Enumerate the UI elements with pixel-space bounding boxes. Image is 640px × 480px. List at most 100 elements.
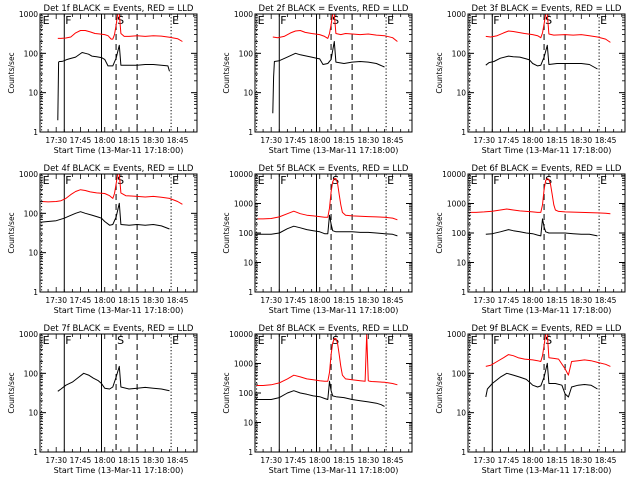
y-tick-label: 1 [248, 288, 253, 297]
x-tick-label: 18:15 [546, 136, 568, 145]
x-tick-label: 18:30 [570, 456, 592, 465]
x-tick-label: 17:30 [45, 296, 67, 305]
marker-label: S [332, 174, 339, 187]
y-tick-label: 10 [243, 89, 253, 98]
x-tick-label: 18:00 [522, 136, 544, 145]
y-tick-label: 1 [33, 448, 38, 457]
y-tick-label: 100 [239, 49, 254, 58]
x-axis-label: Start Time (13-Mar-11 17:18:00) [482, 466, 612, 475]
y-tick-label: 1000 [234, 10, 253, 19]
x-tick-label: 18:45 [167, 136, 189, 145]
chart-title: Det 7f BLACK = Events, RED = LLD [44, 324, 194, 334]
x-tick-label: 17:45 [70, 456, 92, 465]
x-axis-label: Start Time (13-Mar-11 17:18:00) [269, 146, 399, 155]
y-tick-label: 10 [243, 259, 253, 268]
x-tick-label: 18:45 [382, 296, 404, 305]
series-line-lld [469, 178, 611, 215]
x-tick-label: 18:45 [167, 456, 189, 465]
marker-label: E [43, 14, 50, 27]
x-tick-label: 17:30 [260, 296, 282, 305]
y-tick-label: 1 [461, 448, 466, 457]
series-line-lld [256, 178, 398, 221]
plot-frame [39, 13, 198, 133]
plot-frame [467, 173, 626, 293]
y-tick-label: 1 [461, 288, 466, 297]
y-tick-label: 1 [461, 128, 466, 137]
y-tick-label: 1 [248, 128, 253, 137]
x-axis-label: Start Time (13-Mar-11 17:18:00) [54, 466, 184, 475]
series-line-lld [57, 14, 183, 42]
x-tick-label: 17:45 [285, 136, 307, 145]
marker-label: E [172, 334, 179, 347]
marker-label: E [43, 174, 50, 187]
x-tick-label: 18:00 [309, 136, 331, 145]
x-tick-label: 18:15 [546, 456, 568, 465]
x-tick-label: 18:30 [570, 136, 592, 145]
x-tick-label: 17:45 [285, 456, 307, 465]
marker-label: S [545, 14, 552, 27]
x-tick-label: 18:15 [333, 136, 355, 145]
y-tick-label: 10000 [442, 170, 466, 179]
chart-title: Det 5f BLACK = Events, RED = LLD [259, 164, 409, 174]
y-tick-label: 10 [28, 249, 38, 258]
y-tick-label: 10 [456, 89, 466, 98]
x-tick-label: 18:00 [309, 296, 331, 305]
plot-area [256, 334, 398, 407]
x-tick-label: 18:30 [570, 296, 592, 305]
series-line-lld [256, 334, 398, 386]
marker-label: E [387, 174, 394, 187]
plot-frame [254, 13, 413, 133]
marker-label: S [332, 334, 339, 347]
marker-label: F [280, 14, 286, 27]
x-tick-label: 18:15 [333, 456, 355, 465]
x-tick-label: 18:30 [357, 136, 379, 145]
x-tick-label: 18:30 [357, 456, 379, 465]
plot-frame [39, 173, 198, 293]
plot-area [469, 178, 611, 237]
marker-label: E [172, 174, 179, 187]
x-tick-label: 17:30 [473, 296, 495, 305]
series-line-events [256, 380, 385, 407]
y-axis-label: Counts/sec [222, 52, 231, 93]
x-tick-label: 17:30 [45, 456, 67, 465]
y-tick-label: 10000 [229, 330, 253, 339]
x-tick-label: 17:30 [473, 136, 495, 145]
y-tick-label: 1000 [234, 200, 253, 209]
series-line-events [256, 214, 398, 237]
y-tick-label: 1000 [234, 360, 253, 369]
x-tick-label: 17:30 [260, 136, 282, 145]
x-tick-label: 18:30 [357, 296, 379, 305]
marker-label: E [471, 14, 478, 27]
series-line-events [41, 202, 170, 230]
x-tick-label: 18:15 [118, 296, 140, 305]
x-tick-label: 18:15 [546, 296, 568, 305]
y-tick-label: 1000 [447, 200, 466, 209]
marker-label: E [471, 174, 478, 187]
series-line-events [485, 362, 598, 398]
x-tick-label: 18:45 [595, 456, 617, 465]
y-tick-label: 100 [239, 389, 254, 398]
marker-label: E [172, 14, 179, 27]
marker-label: S [545, 334, 552, 347]
x-tick-label: 18:45 [382, 456, 404, 465]
y-tick-label: 100 [24, 209, 39, 218]
y-tick-label: 100 [24, 369, 39, 378]
y-axis-label: Counts/sec [222, 372, 231, 413]
series-line-events [485, 218, 598, 237]
plot-area [57, 365, 170, 392]
x-axis-label: Start Time (13-Mar-11 17:18:00) [54, 146, 184, 155]
x-tick-label: 18:45 [595, 296, 617, 305]
plot-area [272, 14, 398, 114]
x-tick-label: 18:15 [333, 296, 355, 305]
x-tick-label: 18:00 [522, 296, 544, 305]
x-axis-label: Start Time (13-Mar-11 17:18:00) [54, 306, 184, 315]
x-tick-label: 18:45 [382, 136, 404, 145]
y-axis-label: Counts/sec [7, 372, 16, 413]
y-tick-label: 1000 [19, 170, 38, 179]
x-tick-label: 17:45 [498, 456, 520, 465]
chart-title: Det 2f BLACK = Events, RED = LLD [259, 4, 409, 14]
